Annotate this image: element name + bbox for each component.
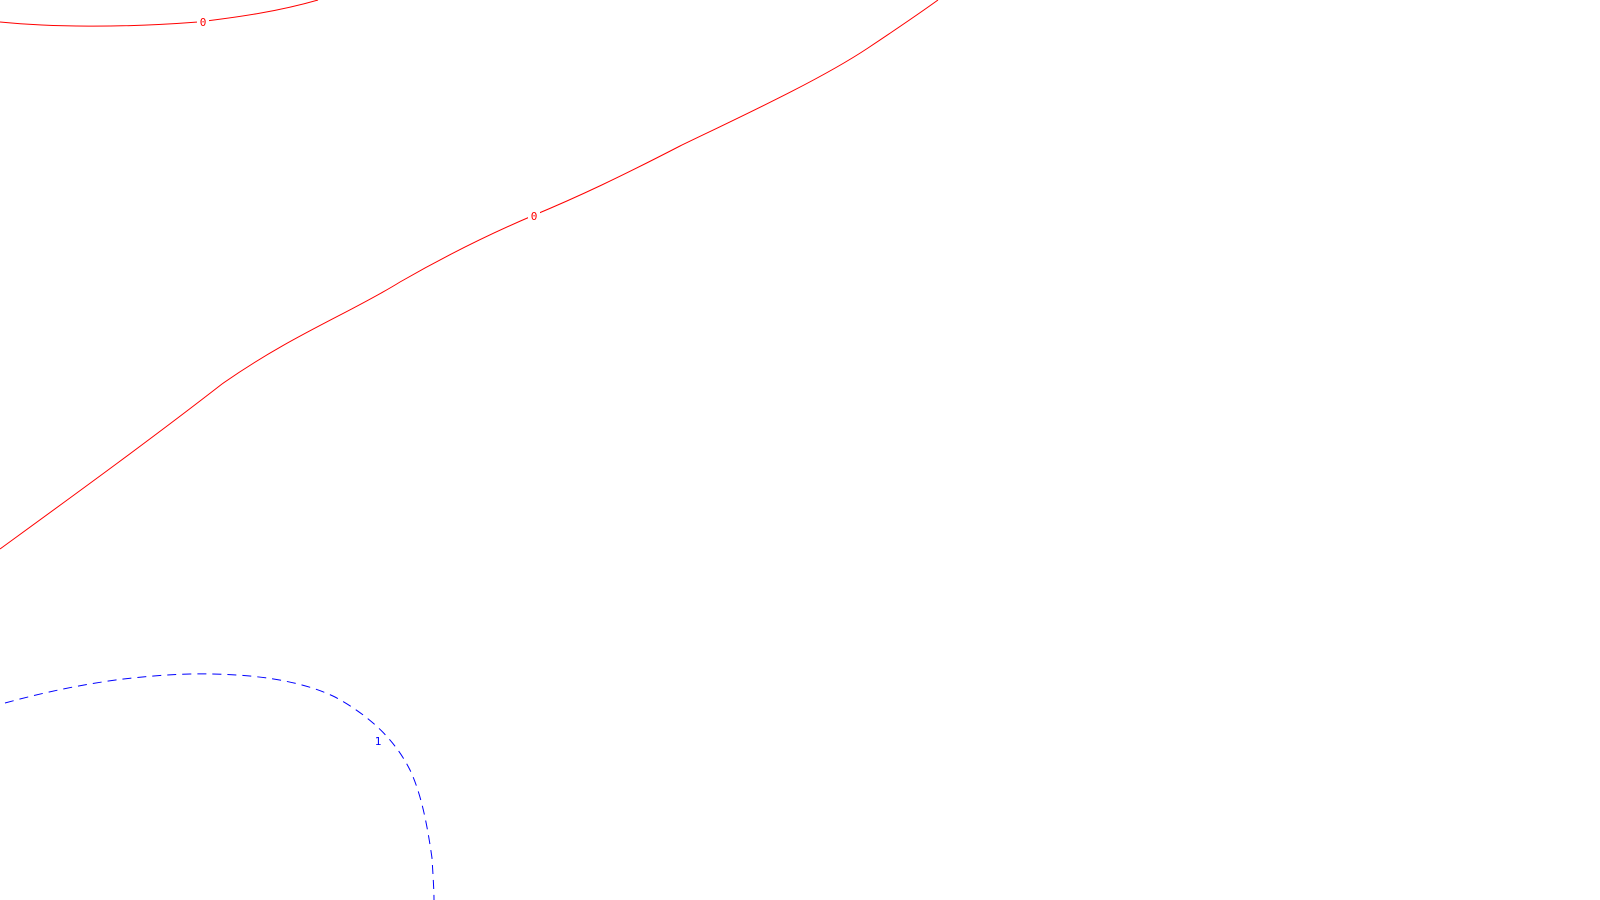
contour-label-bg-zero-upper-left [197,16,209,29]
contour-label-one-lower-left: 1 [375,735,382,748]
contour-line-zero-diagonal [0,0,939,550]
contour-label-zero-diagonal: 0 [531,210,538,223]
contour-label-bg-one-lower-left [372,735,384,748]
contour-label-bg-zero-diagonal [528,210,540,223]
contour-line-zero-upper-left [0,0,319,27]
contour-label-zero-upper-left: 0 [200,16,207,29]
contour-line-one-lower-left [4,673,435,900]
